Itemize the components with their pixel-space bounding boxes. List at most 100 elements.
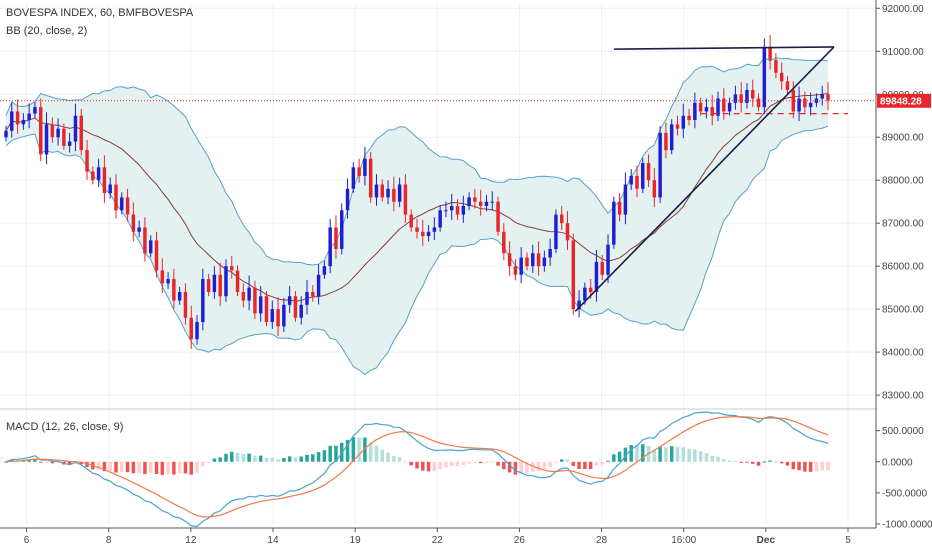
candle-body[interactable] bbox=[230, 266, 234, 271]
candle-body[interactable] bbox=[606, 244, 610, 275]
candle-body[interactable] bbox=[67, 141, 72, 146]
candle-body[interactable] bbox=[502, 231, 506, 254]
candle-body[interactable] bbox=[85, 150, 89, 172]
candle-body[interactable] bbox=[270, 309, 275, 323]
candles[interactable] bbox=[4, 34, 830, 349]
candle-body[interactable] bbox=[287, 296, 292, 305]
candle-body[interactable] bbox=[449, 206, 454, 211]
candle-body[interactable] bbox=[305, 291, 309, 305]
candle-body[interactable] bbox=[212, 274, 217, 292]
candle-body[interactable] bbox=[125, 197, 130, 215]
candle-body[interactable] bbox=[791, 89, 796, 112]
candle-body[interactable] bbox=[496, 201, 500, 232]
candle-body[interactable] bbox=[583, 287, 587, 301]
candle-body[interactable] bbox=[27, 113, 31, 121]
trendline-top[interactable] bbox=[613, 46, 835, 50]
macd-panel[interactable] bbox=[0, 408, 876, 528]
candle-body[interactable] bbox=[473, 197, 477, 202]
candle-body[interactable] bbox=[311, 291, 315, 297]
candle-body[interactable] bbox=[658, 132, 662, 198]
candle-body[interactable] bbox=[293, 296, 298, 318]
candle-body[interactable] bbox=[554, 214, 558, 249]
candle-body[interactable] bbox=[438, 210, 442, 228]
candle-body[interactable] bbox=[571, 240, 576, 310]
candle-body[interactable] bbox=[600, 261, 604, 275]
candle-body[interactable] bbox=[397, 184, 402, 202]
candle-body[interactable] bbox=[588, 287, 593, 292]
candle-body[interactable] bbox=[276, 309, 280, 327]
candle-body[interactable] bbox=[166, 279, 170, 284]
candle-body[interactable] bbox=[386, 188, 390, 198]
candle-body[interactable] bbox=[432, 227, 437, 232]
candle-body[interactable] bbox=[484, 201, 489, 206]
candle-body[interactable] bbox=[154, 240, 159, 271]
candle-body[interactable] bbox=[542, 257, 547, 267]
candle-body[interactable] bbox=[374, 184, 379, 198]
candle-body[interactable] bbox=[623, 184, 628, 215]
candle-body[interactable] bbox=[525, 257, 529, 267]
candle-body[interactable] bbox=[490, 201, 494, 203]
candle-body[interactable] bbox=[368, 158, 373, 198]
candle-body[interactable] bbox=[44, 124, 49, 155]
candle-body[interactable] bbox=[687, 115, 691, 121]
candle-body[interactable] bbox=[808, 102, 813, 108]
candle-body[interactable] bbox=[426, 231, 431, 237]
last-price-tag[interactable] bbox=[877, 93, 931, 108]
candle-body[interactable] bbox=[258, 296, 263, 314]
candle-body[interactable] bbox=[299, 304, 303, 318]
candle-body[interactable] bbox=[50, 124, 55, 138]
candle-body[interactable] bbox=[357, 167, 361, 176]
candle-body[interactable] bbox=[21, 120, 26, 125]
candle-body[interactable] bbox=[455, 206, 460, 215]
candle-body[interactable] bbox=[340, 210, 344, 249]
candle-body[interactable] bbox=[195, 322, 199, 340]
candle-body[interactable] bbox=[675, 124, 680, 129]
candle-body[interactable] bbox=[519, 257, 523, 275]
candle-body[interactable] bbox=[745, 89, 749, 103]
candle-body[interactable] bbox=[415, 227, 419, 232]
candle-body[interactable] bbox=[322, 266, 327, 275]
candle-body[interactable] bbox=[698, 102, 703, 112]
candle-body[interactable] bbox=[264, 296, 269, 323]
candle-body[interactable] bbox=[774, 59, 778, 73]
candle-body[interactable] bbox=[762, 46, 767, 108]
candle-body[interactable] bbox=[559, 214, 564, 224]
candle-body[interactable] bbox=[160, 270, 165, 284]
candle-body[interactable] bbox=[73, 115, 78, 142]
candle-body[interactable] bbox=[594, 261, 599, 292]
candle-body[interactable] bbox=[461, 206, 466, 215]
candle-body[interactable] bbox=[722, 98, 726, 112]
candle-body[interactable] bbox=[131, 214, 136, 232]
candle-body[interactable] bbox=[96, 167, 101, 181]
candle-body[interactable] bbox=[820, 94, 824, 99]
candle-body[interactable] bbox=[351, 167, 356, 189]
candle-body[interactable] bbox=[826, 94, 830, 101]
candle-body[interactable] bbox=[33, 107, 37, 114]
candle-body[interactable] bbox=[756, 98, 761, 108]
candle-body[interactable] bbox=[334, 227, 338, 249]
candle-body[interactable] bbox=[565, 223, 570, 241]
trendline-rising[interactable] bbox=[574, 46, 835, 312]
candle-body[interactable] bbox=[641, 163, 645, 189]
candle-body[interactable] bbox=[253, 287, 257, 314]
candle-body[interactable] bbox=[612, 201, 616, 245]
candle-body[interactable] bbox=[548, 248, 552, 258]
candle-body[interactable] bbox=[38, 107, 43, 155]
candle-body[interactable] bbox=[652, 180, 657, 198]
candle-body[interactable] bbox=[536, 253, 541, 267]
candle-body[interactable] bbox=[79, 115, 83, 151]
candle-body[interactable] bbox=[148, 240, 153, 254]
candle-body[interactable] bbox=[803, 98, 807, 108]
candle-body[interactable] bbox=[316, 274, 321, 297]
candle-body[interactable] bbox=[183, 291, 188, 318]
candle-body[interactable] bbox=[704, 107, 709, 112]
candle-body[interactable] bbox=[206, 279, 211, 292]
candle-body[interactable] bbox=[727, 102, 732, 112]
candle-body[interactable] bbox=[56, 128, 60, 138]
candle-body[interactable] bbox=[716, 98, 720, 116]
candle-body[interactable] bbox=[15, 111, 20, 125]
candle-body[interactable] bbox=[363, 158, 367, 176]
candle-body[interactable] bbox=[635, 175, 639, 189]
candle-body[interactable] bbox=[681, 115, 686, 129]
